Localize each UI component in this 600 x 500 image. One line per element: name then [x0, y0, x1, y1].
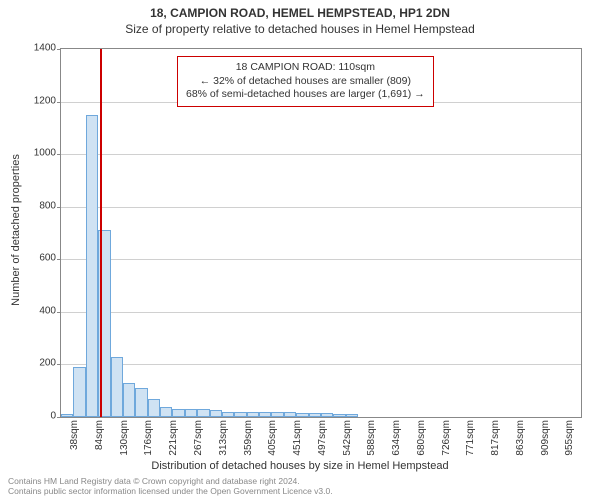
xtick-label: 84sqm: [94, 420, 105, 450]
footer-line2: Contains public sector information licen…: [8, 486, 333, 496]
info-line3: 68% of semi-detached houses are larger (…: [186, 88, 425, 102]
xtick-label: 726sqm: [441, 420, 452, 456]
ytick-label: 1000: [26, 148, 56, 159]
footer-line1: Contains HM Land Registry data © Crown c…: [8, 476, 333, 486]
ytick-mark: [57, 102, 61, 103]
xtick-label: 405sqm: [267, 420, 278, 456]
xtick-label: 130sqm: [119, 420, 130, 456]
histogram-bar: [309, 413, 321, 417]
ytick-mark: [57, 49, 61, 50]
chart-plot-area: 18 CAMPION ROAD: 110sqm← 32% of detached…: [60, 48, 582, 418]
xtick-label: 955sqm: [564, 420, 575, 456]
property-marker-line: [100, 49, 102, 417]
xtick-label: 451sqm: [292, 420, 303, 456]
info-line2: ← 32% of detached houses are smaller (80…: [186, 75, 425, 89]
ytick-label: 200: [26, 358, 56, 369]
gridline: [61, 154, 581, 155]
gridline: [61, 207, 581, 208]
histogram-bar: [234, 412, 246, 417]
y-axis-label: Number of detached properties: [10, 154, 22, 306]
ytick-mark: [57, 312, 61, 313]
histogram-bar: [123, 383, 135, 417]
histogram-bar: [160, 407, 172, 418]
ytick-mark: [57, 259, 61, 260]
xtick-label: 497sqm: [317, 420, 328, 456]
title-main: 18, CAMPION ROAD, HEMEL HEMPSTEAD, HP1 2…: [0, 0, 600, 20]
ytick-label: 1400: [26, 43, 56, 54]
histogram-bar: [222, 412, 234, 417]
ytick-label: 800: [26, 200, 56, 211]
histogram-bar: [296, 413, 308, 417]
info-line1: 18 CAMPION ROAD: 110sqm: [186, 61, 425, 75]
histogram-bar: [172, 409, 184, 417]
ytick-mark: [57, 364, 61, 365]
histogram-bar: [111, 357, 123, 417]
xtick-label: 359sqm: [243, 420, 254, 456]
xtick-label: 313sqm: [218, 420, 229, 456]
ytick-mark: [57, 417, 61, 418]
gridline: [61, 259, 581, 260]
ytick-label: 0: [26, 411, 56, 422]
xtick-label: 863sqm: [515, 420, 526, 456]
xtick-label: 267sqm: [193, 420, 204, 456]
ytick-label: 1200: [26, 95, 56, 106]
histogram-bar: [259, 412, 271, 417]
title-sub: Size of property relative to detached ho…: [0, 20, 600, 36]
xtick-label: 909sqm: [540, 420, 551, 456]
xtick-label: 588sqm: [366, 420, 377, 456]
info-box: 18 CAMPION ROAD: 110sqm← 32% of detached…: [177, 56, 434, 107]
histogram-bar: [321, 413, 333, 417]
xtick-label: 817sqm: [490, 420, 501, 456]
histogram-bar: [185, 409, 197, 417]
ytick-mark: [57, 207, 61, 208]
histogram-bar: [333, 414, 345, 417]
xtick-label: 634sqm: [391, 420, 402, 456]
histogram-bar: [247, 412, 259, 417]
xtick-label: 221sqm: [168, 420, 179, 456]
histogram-bar: [86, 115, 98, 417]
histogram-bar: [73, 367, 85, 417]
histogram-bar: [148, 399, 160, 417]
footer-attribution: Contains HM Land Registry data © Crown c…: [8, 476, 333, 496]
xtick-label: 680sqm: [416, 420, 427, 456]
histogram-bar: [210, 410, 222, 417]
xtick-label: 176sqm: [143, 420, 154, 456]
gridline: [61, 312, 581, 313]
gridline: [61, 364, 581, 365]
xtick-label: 771sqm: [465, 420, 476, 456]
histogram-bar: [61, 414, 73, 417]
ytick-label: 600: [26, 253, 56, 264]
xtick-label: 542sqm: [342, 420, 353, 456]
histogram-bar: [135, 388, 147, 417]
histogram-bar: [197, 409, 209, 417]
histogram-bar: [284, 412, 296, 417]
histogram-bar: [346, 414, 358, 417]
xtick-label: 38sqm: [69, 420, 80, 450]
histogram-bar: [271, 412, 283, 417]
ytick-label: 400: [26, 305, 56, 316]
x-axis-label: Distribution of detached houses by size …: [0, 460, 600, 472]
ytick-mark: [57, 154, 61, 155]
